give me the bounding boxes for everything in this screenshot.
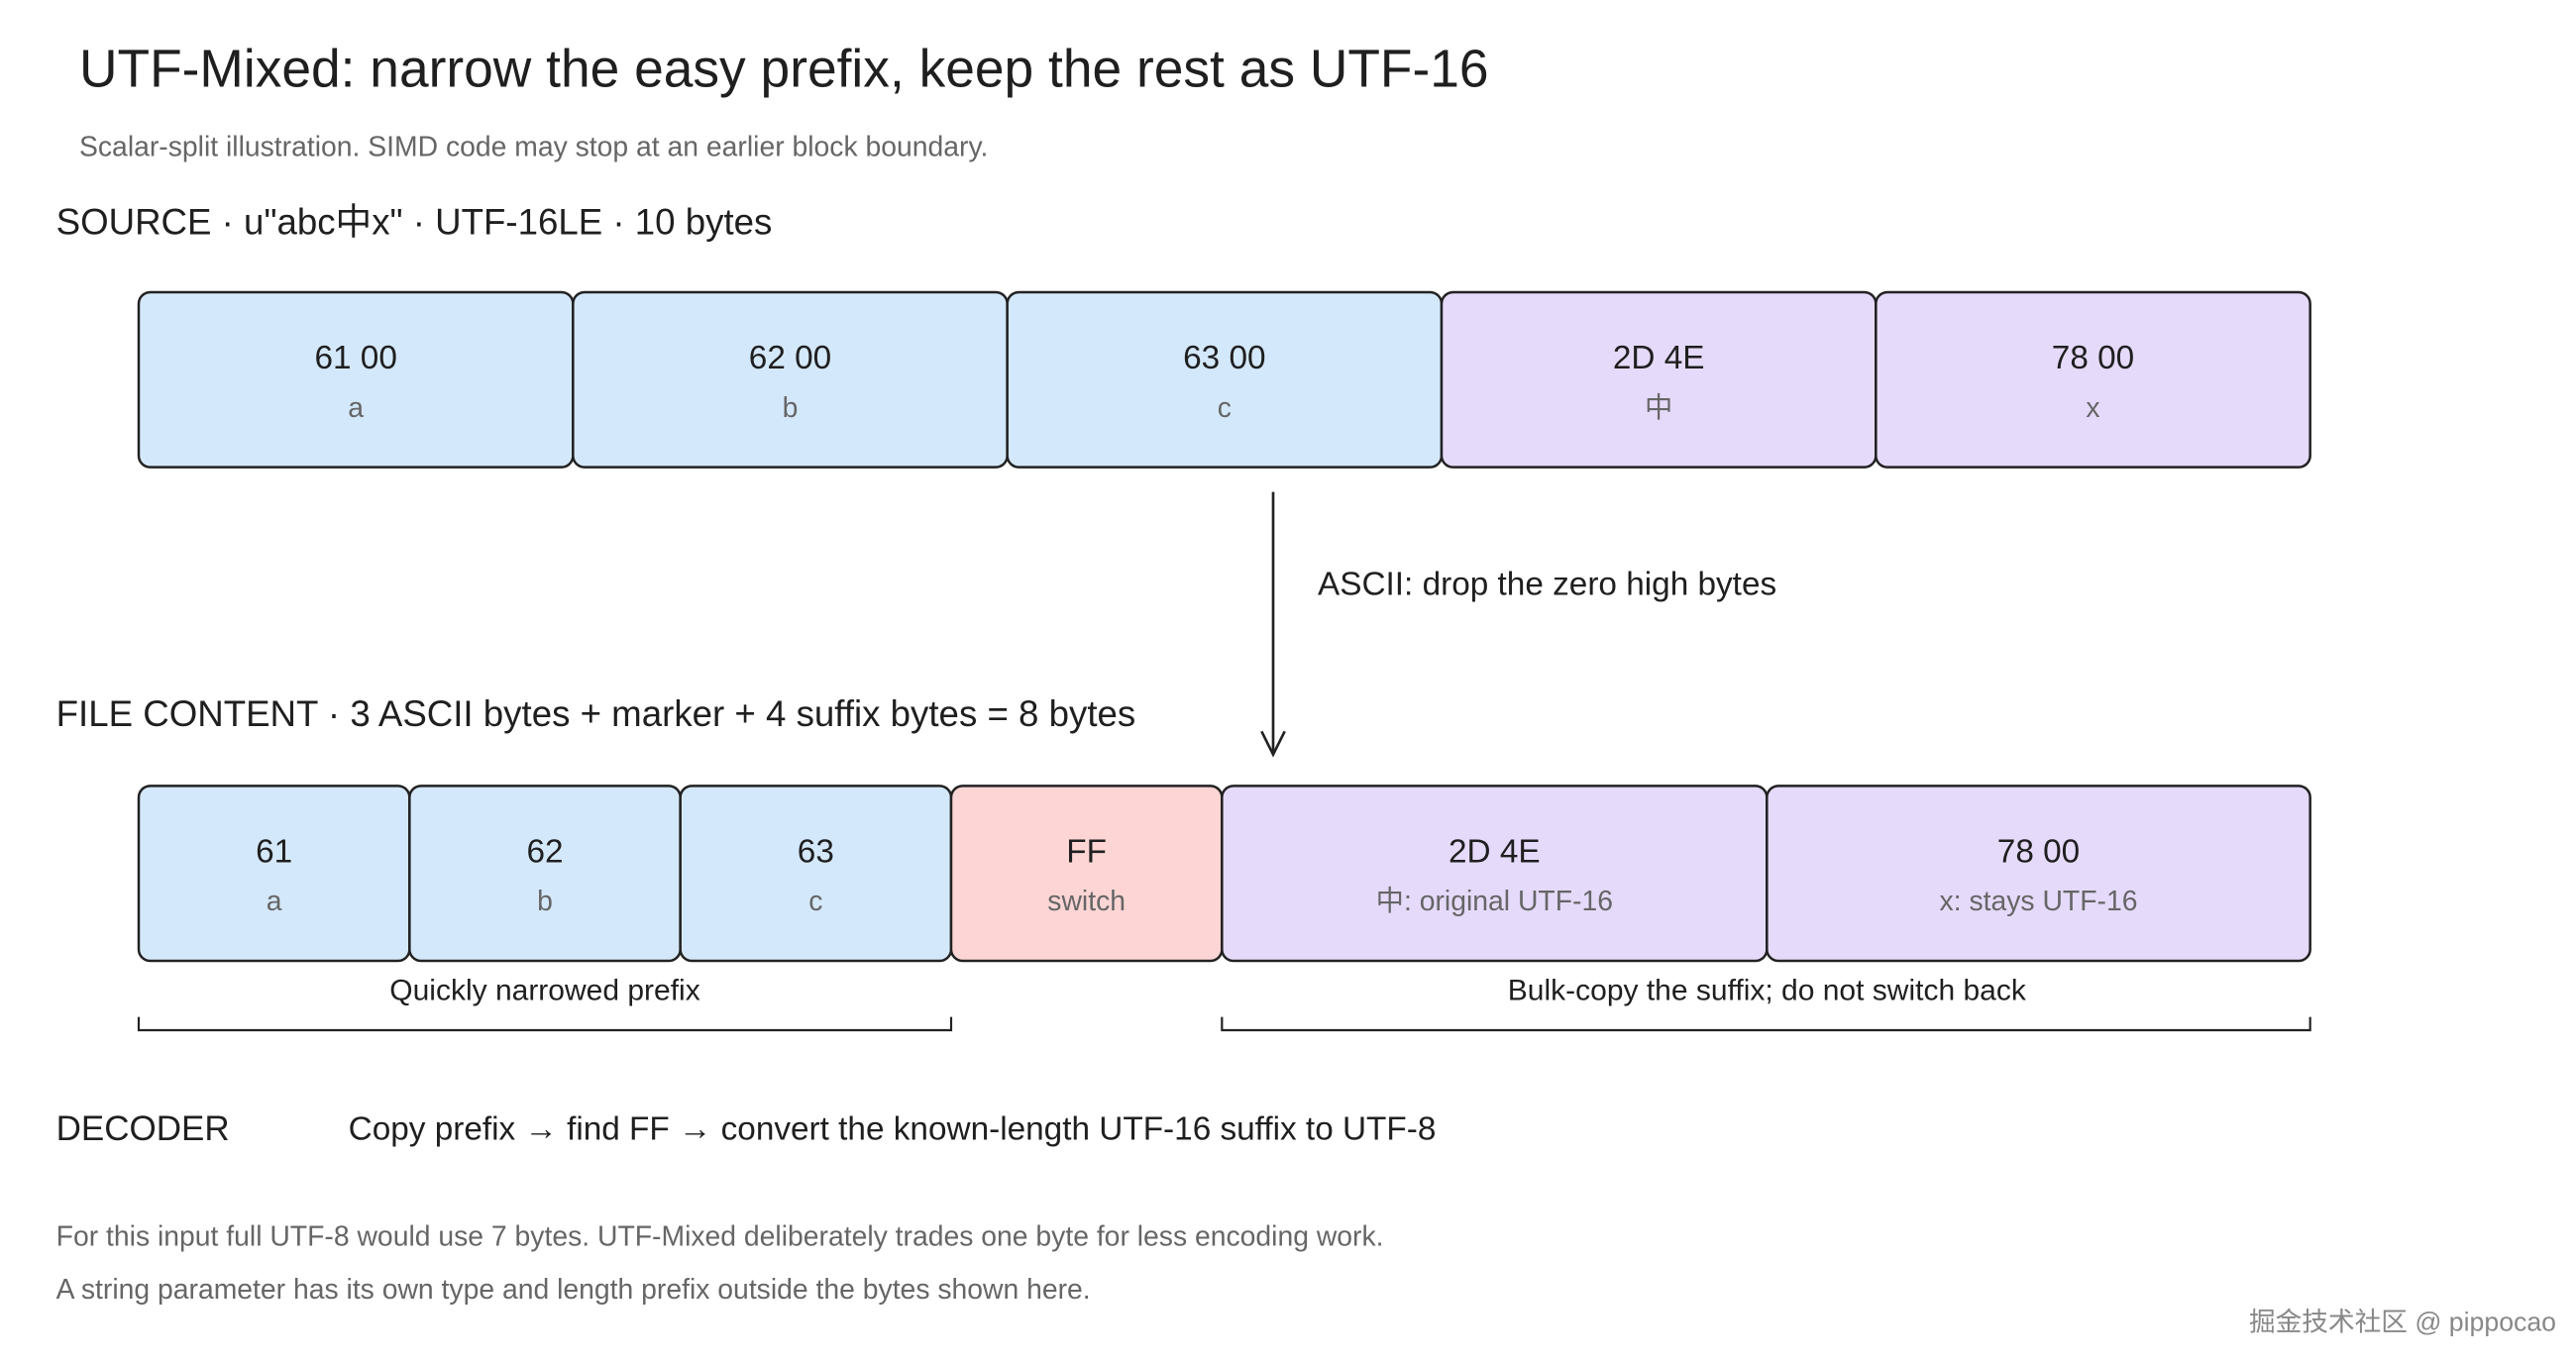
byte-cell [1440,290,1878,469]
byte-note: 中 [1645,392,1672,424]
arrow-head [1260,730,1286,758]
byte-hex: 62 00 [749,340,831,376]
byte-cell [408,785,682,963]
byte-hex: 78 00 [1997,833,2080,870]
byte-note: b [783,392,799,424]
note: A string parameter has its own type and … [56,1274,1091,1306]
byte-note: x: stays UTF-16 [1940,886,2138,917]
decoder-label: DECODER [56,1109,230,1148]
arrow-label: ASCII: drop the zero high bytes [1318,566,1776,602]
byte-note: switch [1047,886,1126,917]
byte-note: c [808,886,822,917]
byte-cell [1766,785,2311,963]
byte-note: x [2086,392,2099,424]
byte-cell [679,785,953,963]
byte-cell [949,785,1224,963]
byte-cell [1221,785,1769,963]
bracket-label: Quickly narrowed prefix [389,975,699,1007]
decoder-text: Copy prefix → find FF → convert the know… [349,1110,1437,1147]
byte-hex: 2D 4E [1613,340,1705,376]
byte-cell [137,290,575,469]
byte-cell [572,290,1009,469]
byte-note: c [1218,392,1232,424]
subtitle: Scalar-split illustration. SIMD code may… [79,131,988,162]
file-label: FILE CONTENT · 3 ASCII bytes + marker + … [56,693,1136,734]
byte-hex: 61 [256,833,292,870]
byte-hex: 78 00 [2052,340,2134,376]
byte-note: a [348,392,364,424]
byte-cell [137,785,411,963]
byte-note: 中: original UTF-16 [1376,886,1613,917]
source-label: SOURCE · u"abc中x" · UTF-16LE · 10 bytes [56,201,773,242]
byte-hex: 61 00 [314,340,396,376]
note: For this input full UTF-8 would use 7 by… [56,1220,1384,1252]
title: UTF-Mixed: narrow the easy prefix, keep … [79,40,1489,98]
brackets [137,1016,2311,1032]
byte-hex: 62 [526,833,563,870]
byte-hex: 63 00 [1183,340,1265,376]
byte-note: a [267,886,282,917]
byte-note: b [537,886,553,917]
bracket-label: Bulk-copy the suffix; do not switch back [1508,975,2027,1007]
byte-hex: FF [1066,833,1107,870]
byte-hex: 2D 4E [1449,833,1541,870]
watermark: 掘金技术社区 @ pippocao [2249,1308,2556,1337]
byte-cell [1875,290,2311,469]
byte-hex: 63 [798,833,834,870]
byte-cell [1006,290,1444,469]
